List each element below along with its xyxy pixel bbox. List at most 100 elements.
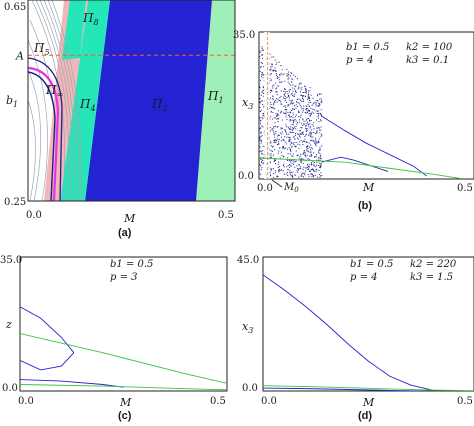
chaos-point: [274, 122, 276, 124]
chaos-point: [269, 69, 271, 71]
chaos-point: [286, 68, 288, 70]
chaos-point: [313, 102, 315, 104]
chaos-point: [290, 84, 292, 86]
chaos-point: [289, 164, 291, 166]
chaos-point: [280, 95, 282, 97]
chaos-point: [290, 116, 292, 118]
chaos-point: [304, 154, 306, 156]
panel-c-series-line-1: [20, 306, 75, 353]
chaos-point: [307, 97, 309, 99]
chaos-point: [306, 146, 308, 148]
chaos-point: [260, 159, 262, 161]
chaos-point: [259, 137, 261, 139]
panel-c-ytick-top: 35.0: [0, 255, 22, 266]
chaos-point: [294, 86, 296, 88]
chaos-point: [311, 154, 313, 156]
chaos-point: [284, 95, 286, 97]
chaos-point: [306, 127, 308, 129]
chaos-point: [300, 153, 302, 155]
chaos-point: [293, 119, 295, 121]
chaos-point: [261, 135, 263, 137]
chaos-point: [271, 106, 273, 108]
chaos-point: [318, 159, 320, 161]
chaos-point: [273, 127, 275, 129]
chaos-point: [294, 93, 296, 95]
chaos-point: [301, 173, 303, 175]
chaos-point: [308, 134, 310, 136]
chaos-point: [277, 135, 279, 137]
chaos-point: [309, 135, 311, 137]
chaos-point: [269, 74, 271, 76]
panel-b-xlabel: M: [362, 181, 375, 194]
chaos-point: [289, 136, 291, 138]
chaos-point: [307, 168, 309, 170]
chaos-point: [275, 98, 277, 100]
chaos-point: [319, 149, 321, 151]
chaos-point: [282, 127, 284, 129]
chaos-point: [298, 147, 300, 149]
chaos-point: [301, 95, 303, 97]
chaos-point: [260, 62, 262, 64]
chaos-point: [295, 141, 297, 143]
chaos-point: [269, 92, 271, 94]
chaos-point: [271, 70, 273, 72]
chaos-point: [288, 133, 290, 135]
chaos-point: [282, 139, 284, 141]
chaos-point: [287, 105, 289, 107]
chaos-point: [309, 123, 311, 125]
chaos-point: [288, 97, 290, 99]
chaos-point: [318, 127, 320, 129]
panel-c-series-line-3: [20, 333, 227, 384]
chaos-point: [272, 145, 274, 147]
chaos-point: [306, 164, 308, 166]
chaos-point: [279, 147, 281, 149]
chaos-point: [303, 176, 305, 178]
chaos-point: [274, 172, 276, 174]
chaos-point: [297, 86, 299, 88]
chaos-point: [284, 89, 286, 91]
chaos-point: [288, 104, 290, 106]
chaos-point: [320, 120, 322, 122]
chaos-point: [274, 139, 276, 141]
chaos-point: [275, 132, 277, 134]
chaos-point: [303, 123, 305, 125]
chaos-point: [281, 133, 283, 135]
chaos-point: [298, 110, 300, 112]
chaos-point: [272, 95, 274, 97]
chaos-point: [283, 173, 285, 175]
chaos-point: [304, 138, 306, 140]
chaos-point: [303, 91, 305, 93]
chaos-point: [305, 90, 307, 92]
chaos-point: [300, 94, 302, 96]
chaos-point: [282, 164, 284, 166]
chaos-point: [285, 106, 287, 108]
chaos-point: [260, 131, 262, 133]
chaos-point: [315, 132, 317, 134]
chaos-point: [309, 90, 311, 92]
chaos-point: [270, 89, 272, 91]
chaos-point: [319, 167, 321, 169]
chaos-point: [279, 74, 281, 76]
chaos-point: [315, 100, 317, 102]
panel-b-param-p: p = 4: [346, 55, 374, 66]
chaos-point: [300, 167, 302, 169]
chaos-point: [304, 174, 306, 176]
chaos-point: [281, 81, 283, 83]
chaos-point: [303, 172, 305, 174]
chaos-point: [312, 136, 314, 138]
chaos-point: [295, 90, 297, 92]
chaos-point: [283, 112, 285, 114]
chaos-point: [272, 111, 274, 113]
chaos-point: [320, 129, 322, 131]
chaos-point: [292, 122, 294, 124]
chaos-point: [284, 88, 286, 90]
chaos-point: [301, 158, 303, 160]
chaos-point: [302, 162, 304, 164]
chaos-point: [276, 94, 278, 96]
chaos-point: [263, 156, 265, 158]
chaos-point: [263, 162, 265, 164]
chaos-point: [306, 89, 308, 91]
chaos-point: [298, 135, 300, 137]
chaos-point: [281, 131, 283, 133]
chaos-point: [288, 73, 290, 75]
